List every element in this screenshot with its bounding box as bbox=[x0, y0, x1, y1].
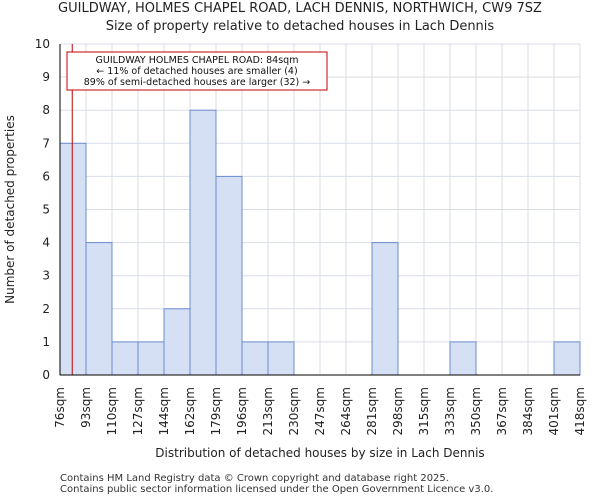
y-tick-label: 0 bbox=[42, 368, 50, 382]
histogram-bar bbox=[163, 308, 191, 376]
x-tick-label: 196sqm bbox=[235, 387, 249, 435]
axis-layer: 0 1 2 3 4 5 6 7 8 9 10 76sqm 93sqm 110sqm 127sqm 144sqm… bbox=[35, 37, 587, 435]
bar-layer bbox=[59, 109, 581, 376]
histogram-bar bbox=[59, 142, 87, 376]
x-tick-label: 418sqm bbox=[573, 387, 587, 435]
y-tick-label: 7 bbox=[42, 136, 50, 150]
chart-title: GUILDWAY, HOLMES CHAPEL ROAD, LACH DENNI… bbox=[58, 1, 542, 16]
x-tick-label: 350sqm bbox=[469, 387, 483, 435]
footer-line-2: Contains public sector information licen… bbox=[60, 484, 494, 495]
histogram-bar bbox=[215, 175, 243, 376]
x-tick-label: 281sqm bbox=[365, 387, 379, 435]
x-tick-label: 247sqm bbox=[313, 387, 327, 435]
x-tick-label: 401sqm bbox=[547, 387, 561, 435]
footer-line-1: Contains HM Land Registry data © Crown c… bbox=[60, 473, 449, 484]
x-tick-label: 162sqm bbox=[183, 387, 197, 435]
x-axis-label: Distribution of detached houses by size … bbox=[155, 446, 484, 460]
grid-layer bbox=[59, 43, 581, 376]
histogram-bar bbox=[371, 242, 399, 376]
chart-subtitle: Size of property relative to detached ho… bbox=[105, 19, 495, 34]
annotation-box bbox=[66, 51, 328, 91]
annotation-layer: GUILDWAY HOLMES CHAPEL ROAD: 84sqm← 11% … bbox=[66, 51, 328, 91]
y-tick-label: 2 bbox=[42, 302, 50, 316]
annotation-line: 89% of semi-detached houses are larger (… bbox=[84, 77, 311, 88]
y-tick-label: 4 bbox=[42, 236, 50, 250]
y-tick-label: 6 bbox=[42, 169, 50, 183]
x-tick-label: 333sqm bbox=[443, 387, 457, 435]
annotation-line: GUILDWAY HOLMES CHAPEL ROAD: 84sqm bbox=[96, 55, 299, 66]
x-tick-label: 230sqm bbox=[287, 387, 301, 435]
y-tick-label: 10 bbox=[35, 37, 50, 51]
histogram-bar bbox=[267, 341, 295, 376]
x-tick-label: 93sqm bbox=[79, 387, 93, 428]
histogram-bar bbox=[449, 341, 477, 376]
histogram-bar bbox=[189, 109, 217, 376]
x-tick-label: 127sqm bbox=[131, 387, 145, 435]
x-tick-label: 367sqm bbox=[495, 387, 509, 435]
histogram-bar bbox=[111, 341, 139, 376]
x-tick-label: 144sqm bbox=[157, 387, 171, 435]
x-tick-label: 384sqm bbox=[521, 387, 535, 435]
histogram-bar bbox=[85, 242, 113, 376]
histogram-bar bbox=[137, 341, 165, 376]
histogram-bar bbox=[553, 341, 581, 376]
x-tick-label: 298sqm bbox=[391, 387, 405, 435]
y-tick-label: 9 bbox=[42, 70, 50, 84]
x-tick-label: 213sqm bbox=[261, 387, 275, 435]
chart-title-block: GUILDWAY, HOLMES CHAPEL ROAD, LACH DENNI… bbox=[0, 0, 600, 36]
footer: Contains HM Land Registry data © Crown c… bbox=[60, 473, 493, 495]
x-tick-label: 315sqm bbox=[417, 387, 431, 435]
x-tick-label: 264sqm bbox=[339, 387, 353, 435]
x-tick-label: 110sqm bbox=[105, 387, 119, 435]
y-axis-label: Number of detached properties bbox=[3, 115, 17, 304]
x-tick-label: 76sqm bbox=[53, 387, 67, 428]
y-tick-label: 5 bbox=[42, 203, 50, 217]
y-tick-label: 3 bbox=[42, 269, 50, 283]
y-tick-label: 8 bbox=[42, 103, 50, 117]
histogram-bar bbox=[241, 341, 269, 376]
y-tick-label: 1 bbox=[42, 335, 50, 349]
x-tick-label: 179sqm bbox=[209, 387, 223, 435]
annotation-line: ← 11% of detached houses are smaller (4) bbox=[96, 66, 297, 77]
